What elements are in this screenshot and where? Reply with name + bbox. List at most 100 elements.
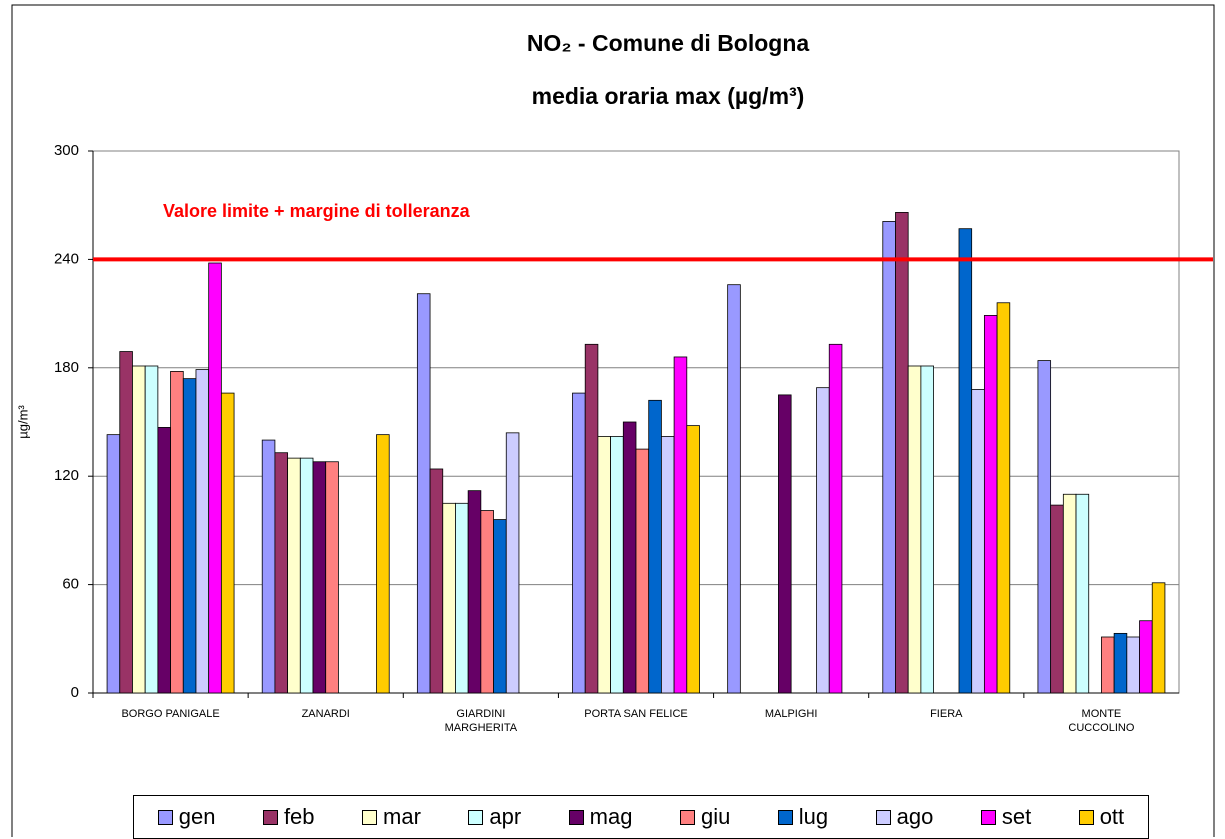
y-axis-label: µg/m³ [15,405,30,439]
bar [895,212,909,694]
bar [661,436,675,694]
bar [505,432,520,694]
bar [1101,636,1115,694]
bar [1075,493,1090,694]
bar [376,434,390,694]
bar [572,392,586,694]
legend-swatch [1078,809,1094,825]
x-tick-label: ZANARDI [301,708,350,720]
bar [597,436,612,694]
bar [493,519,507,694]
limit-label: Valore limite + margine di tolleranza [163,201,471,221]
legend-label: lug [798,804,829,829]
bar [1050,504,1064,694]
x-tick-label: FIERA [930,708,963,720]
y-tick-label: 300 [54,142,79,159]
legend-swatch [777,809,793,825]
bar [325,461,339,694]
x-tick-label: PORTA SAN FELICE [584,708,688,720]
y-tick-label: 240 [54,250,79,267]
bar [622,421,637,694]
legend-item: gen [157,804,216,830]
legend-item: mag [568,804,633,830]
chart-title: NO₂ - Comune di Bologna [527,30,810,56]
legend-item: ott [1078,804,1125,830]
bar [157,427,171,694]
bar [816,387,830,694]
legend: gen feb mar apr mag giu lug ago set ott [133,795,1149,839]
legend-label: gen [178,804,216,829]
bar [312,461,327,694]
x-tick-label: MALPIGHI [764,708,818,720]
bar [635,448,650,694]
legend-item: apr [468,804,521,830]
legend-item: lug [777,804,829,830]
bar [220,392,235,694]
bar [983,315,998,694]
legend-swatch [980,809,996,825]
bar [455,502,469,694]
y-tick-label: 120 [54,467,79,484]
bar [1037,360,1052,694]
bar [1113,632,1128,694]
bar [673,356,688,694]
bar [208,262,222,694]
legend-item: ago [875,804,933,830]
bar [467,490,482,694]
bar [1151,582,1166,694]
bar [1062,493,1077,694]
bar [907,365,922,694]
bar [584,343,599,694]
legend-swatch [875,809,891,825]
legend-item: feb [262,804,315,830]
bar [480,510,494,694]
legend-swatch [468,809,484,825]
legend-item: giu [679,804,731,830]
bar [287,457,301,694]
bar [429,468,444,694]
legend-label: mar [383,804,421,829]
bar [958,228,973,694]
bar [195,369,210,694]
x-tick-label: GIARDINI MARGHERITA [444,708,518,734]
legend-label: set [1001,804,1032,829]
bar [274,452,289,694]
bar [828,343,843,694]
bar [182,378,197,694]
legend-swatch [679,809,695,825]
bar [1126,636,1140,694]
bar [971,389,985,694]
legend-swatch [262,809,278,825]
legend-item: mar [362,804,421,830]
bar [686,425,700,694]
bar [1139,620,1153,694]
bar [648,399,662,694]
bar [119,351,133,694]
bar [920,365,934,694]
legend-label: apr [489,804,522,829]
bar [416,293,431,694]
legend-label: ott [1099,804,1125,829]
legend-label: giu [700,804,731,829]
legend-swatch [157,809,173,825]
chart-frame [11,4,1215,837]
x-tick-label: MONTE CUCCOLINO [1068,708,1135,734]
bar [610,436,624,694]
bar [132,365,146,694]
bar [261,439,276,694]
legend-item: set [980,804,1032,830]
y-tick-label: 180 [54,359,79,376]
bar [170,371,184,694]
y-tick-label: 60 [62,576,79,593]
y-tick-label: 0 [71,684,79,701]
legend-swatch [362,809,378,825]
bar [442,502,456,694]
bar [299,457,314,694]
chart-subtitle: media oraria max (µg/m³) [532,83,805,109]
bar [106,434,121,694]
legend-label: mag [589,804,633,829]
bar [882,221,896,694]
bar [144,365,159,694]
bar [996,302,1011,694]
